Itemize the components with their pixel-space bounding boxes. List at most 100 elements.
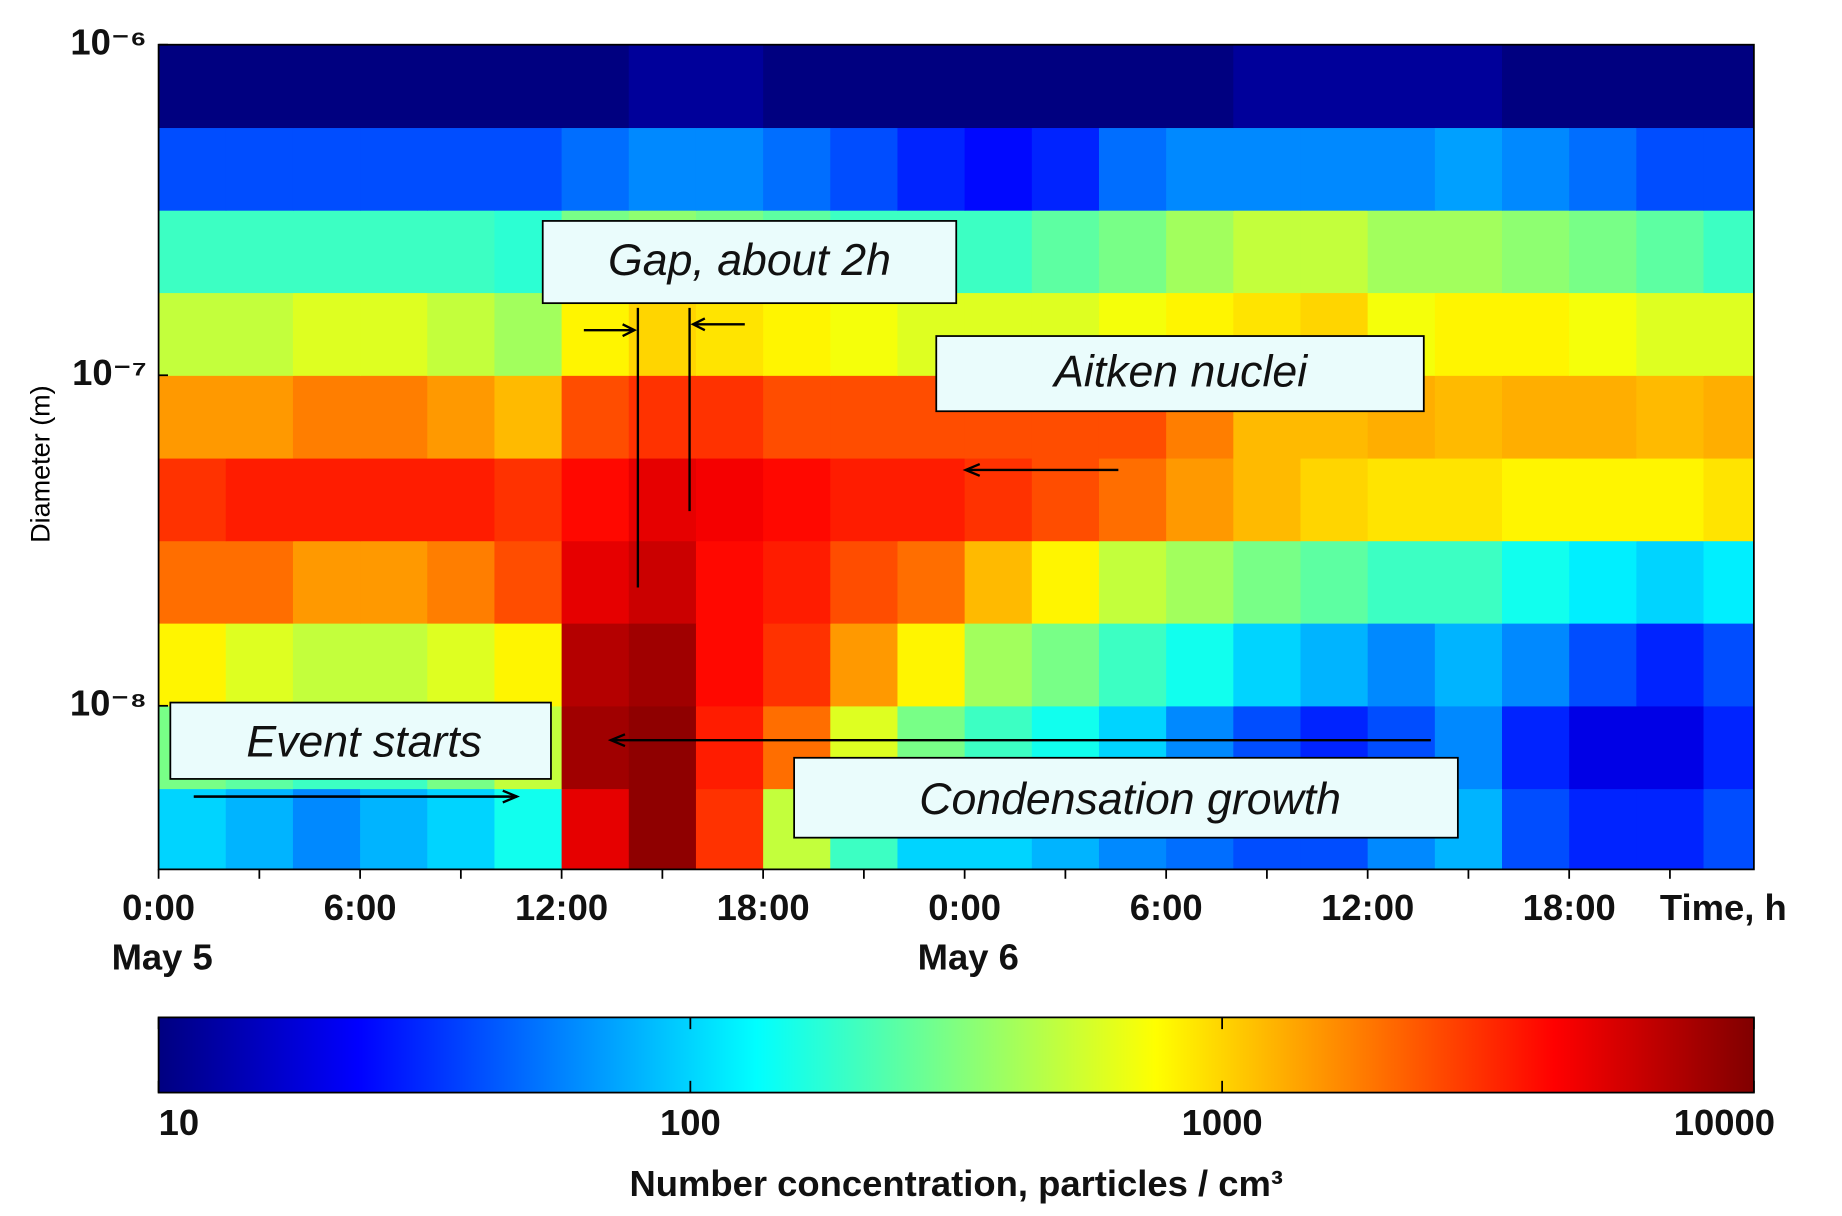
heatmap-cell bbox=[1300, 540, 1369, 624]
heatmap-cell bbox=[628, 540, 697, 624]
heatmap-cell bbox=[628, 375, 697, 459]
heatmap-cell bbox=[1703, 127, 1755, 211]
heatmap-cell bbox=[561, 292, 630, 376]
x-tick-label: 6:00 bbox=[1130, 887, 1203, 928]
heatmap-cell bbox=[427, 540, 496, 624]
heatmap-cell bbox=[561, 44, 630, 129]
heatmap-cell bbox=[494, 375, 563, 459]
heatmap-cell bbox=[1636, 623, 1705, 707]
heatmap-cell bbox=[763, 540, 831, 624]
plot-frame bbox=[157, 43, 1755, 871]
heatmap-cell bbox=[830, 540, 899, 624]
heatmap-cell bbox=[830, 623, 899, 707]
heatmap-cell bbox=[1098, 540, 1167, 624]
heatmap-cell bbox=[763, 457, 831, 542]
heatmap-cell bbox=[964, 540, 1033, 624]
heatmap-cell bbox=[1502, 705, 1570, 790]
heatmap-cell bbox=[1367, 210, 1436, 294]
annotation: Condensation growth bbox=[919, 775, 1341, 824]
heatmap-cell bbox=[1434, 292, 1503, 376]
heatmap-cell bbox=[158, 44, 227, 129]
heatmap-cell bbox=[763, 292, 831, 376]
heatmap-cell bbox=[158, 788, 227, 870]
heatmap-cell bbox=[158, 210, 227, 294]
heatmap-cell bbox=[1166, 457, 1234, 542]
heatmap-cell bbox=[360, 788, 428, 870]
heatmap-cell bbox=[225, 623, 294, 707]
heatmap-cell bbox=[695, 292, 764, 376]
y-tick-label: 10⁻⁸ bbox=[70, 682, 147, 723]
heatmap-cell bbox=[1502, 623, 1570, 707]
heatmap-cell bbox=[561, 788, 630, 870]
heatmap-cell bbox=[1166, 623, 1234, 707]
heatmap-cell bbox=[695, 457, 764, 542]
heatmap-cell bbox=[897, 623, 966, 707]
heatmap-cell bbox=[561, 457, 630, 542]
heatmap-cell bbox=[427, 127, 496, 211]
heatmap-cell bbox=[964, 457, 1033, 542]
heatmap-cell bbox=[427, 457, 496, 542]
heatmap-cell bbox=[494, 623, 563, 707]
heatmap-cell bbox=[494, 127, 563, 211]
heatmap-cell bbox=[225, 457, 294, 542]
x-tick-label: 0:00 bbox=[122, 887, 195, 928]
heatmap-cell bbox=[1636, 705, 1705, 790]
heatmap-cell bbox=[628, 788, 697, 870]
heatmap-cell bbox=[225, 788, 294, 870]
heatmap-cell bbox=[360, 44, 428, 129]
heatmap-cell bbox=[225, 375, 294, 459]
heatmap-cell bbox=[1434, 210, 1503, 294]
heatmap-cell bbox=[1569, 292, 1637, 376]
annotation-box bbox=[541, 220, 958, 305]
heatmap-cell bbox=[1031, 210, 1100, 294]
heatmap bbox=[158, 44, 1755, 870]
heatmap-cell bbox=[897, 540, 966, 624]
heatmap-cell bbox=[1434, 540, 1503, 624]
heatmap-cell bbox=[561, 623, 630, 707]
heatmap-cell bbox=[628, 623, 697, 707]
heatmap-cell bbox=[695, 375, 764, 459]
heatmap-cell bbox=[830, 44, 899, 129]
heatmap-cell bbox=[1300, 44, 1369, 129]
heatmap-cell bbox=[1233, 540, 1302, 624]
heatmap-cell bbox=[158, 623, 227, 707]
colorbar-tick-label: 1000 bbox=[1182, 1102, 1263, 1143]
heatmap-cell bbox=[1703, 705, 1755, 790]
heatmap-cell bbox=[158, 127, 227, 211]
heatmap-cell bbox=[1636, 375, 1705, 459]
heatmap-cell bbox=[695, 44, 764, 129]
heatmap-cell bbox=[360, 127, 428, 211]
y-tick-label: 10⁻⁷ bbox=[72, 352, 147, 393]
heatmap-cell bbox=[897, 457, 966, 542]
heatmap-cell bbox=[1300, 457, 1369, 542]
heatmap-cell bbox=[360, 540, 428, 624]
colorbar-tick-label: 100 bbox=[660, 1102, 721, 1143]
heatmap-cell bbox=[494, 457, 563, 542]
heatmap-cell bbox=[1434, 457, 1503, 542]
heatmap-cell bbox=[292, 210, 361, 294]
x-axis-label: Time, h bbox=[1660, 887, 1787, 928]
x-tick-label: 12:00 bbox=[515, 887, 608, 928]
heatmap-cell bbox=[1502, 375, 1570, 459]
heatmap-cell bbox=[292, 788, 361, 870]
heatmap-cell bbox=[1233, 210, 1302, 294]
annotation-box bbox=[793, 756, 1459, 839]
heatmap-cell bbox=[964, 44, 1033, 129]
heatmap-cell bbox=[1703, 210, 1755, 294]
heatmap-cell bbox=[225, 44, 294, 129]
heatmap-cell bbox=[1367, 44, 1436, 129]
heatmap-cell bbox=[561, 127, 630, 211]
heatmap-cell bbox=[1569, 210, 1637, 294]
heatmap-cell bbox=[1636, 457, 1705, 542]
heatmap-cell bbox=[1636, 210, 1705, 294]
heatmap-cell bbox=[1636, 127, 1705, 211]
heatmap-cell bbox=[1636, 788, 1705, 870]
date-label: May 6 bbox=[918, 936, 1019, 977]
heatmap-cell bbox=[1031, 127, 1100, 211]
heatmap-cell bbox=[1502, 457, 1570, 542]
heatmap-cell bbox=[695, 788, 764, 870]
heatmap-cell bbox=[158, 292, 227, 376]
heatmap-cell bbox=[1434, 623, 1503, 707]
